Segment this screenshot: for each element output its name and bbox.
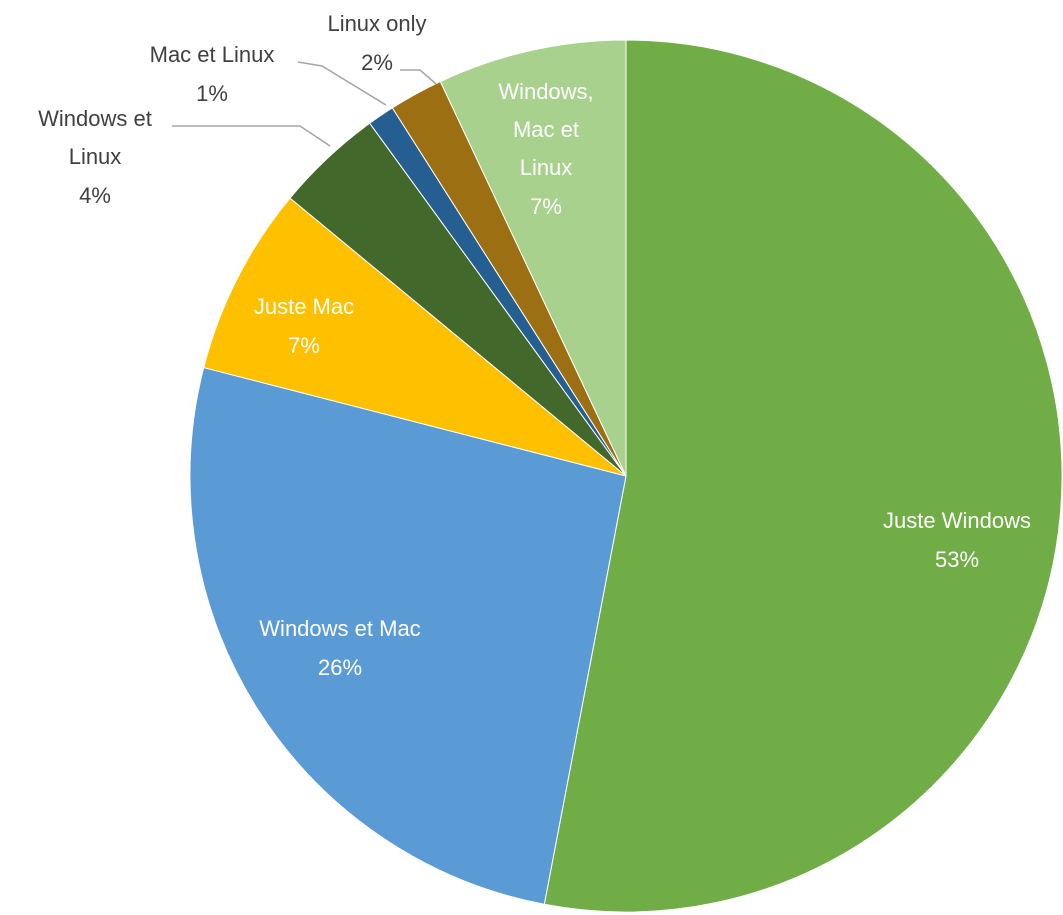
value-label: 2% [361,50,393,75]
labels: Juste Windows 53% Windows et Mac 26% Juste M… [38,11,1031,680]
slices [189,39,1063,913]
value-label: 1% [196,81,228,106]
value-label: 4% [79,183,111,208]
slice-label: Linux only [327,11,426,36]
slice-label: Windows et Mac [259,616,420,641]
slice-label: Juste Mac [254,294,354,319]
value-label: 7% [288,333,320,358]
value-label: 7% [530,194,562,219]
slice-label: Mac et Linux [150,42,275,67]
value-label: 26% [318,655,362,680]
slice [189,366,627,905]
leader-line [400,69,437,85]
slice-label: Juste Windows [883,508,1031,533]
leader-line [297,61,387,106]
slice-label: Windows, Mac et Linux [498,79,593,180]
slice [439,39,627,477]
slice [203,197,627,477]
slice [543,39,1063,913]
value-label: 53% [935,547,979,572]
slice-label: Windows et Linux [38,106,152,169]
leader-line [172,125,331,147]
